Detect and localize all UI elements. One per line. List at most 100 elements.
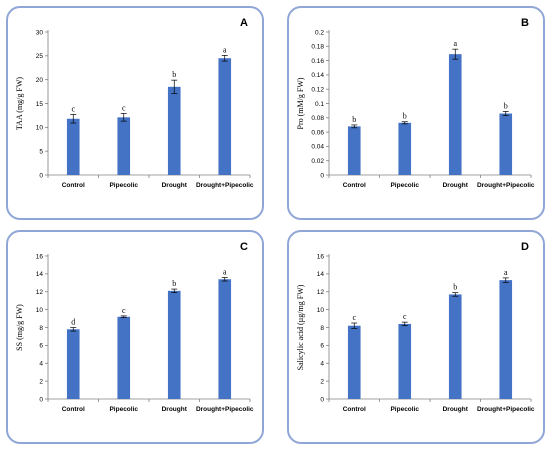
y-tick-label: 0.18 [311,44,324,51]
y-tick-label: 6 [39,343,43,350]
significance-letter: c [403,312,407,321]
y-tick-label: 20 [36,77,44,84]
panel-letter: D [521,241,529,253]
y-tick-label: 6 [320,343,324,350]
bar-1 [398,323,412,399]
x-tick-label: Control [343,182,366,189]
bar-1 [117,316,131,399]
y-tick-label: 15 [36,101,44,108]
y-tick-label: 0.1 [315,101,324,108]
bar-1 [398,122,412,175]
y-tick-label: 0.08 [311,115,324,122]
y-tick-label: 10 [317,307,325,314]
y-tick-label: 0 [320,396,324,403]
significance-letter: d [71,318,75,327]
significance-letter: b [504,101,508,110]
bar-0 [66,118,80,175]
y-axis-label: Salicylic acid (µg/mg FW) [296,284,305,370]
significance-letter: c [71,104,75,113]
chart-panel-a: A TAA (mg/g FW) 0 5 10 15 20 25 30 c Control c Pipec… [6,6,264,220]
y-tick-label: 0 [320,172,324,179]
significance-letter: b [172,279,176,288]
y-tick-label: 16 [317,253,325,260]
y-tick-label: 4 [39,361,43,368]
x-tick-label: Drought+Pipecolic [196,182,254,189]
y-tick-label: 0.16 [311,58,324,65]
significance-letter: a [453,39,457,48]
significance-letter: b [453,283,457,292]
bar-3 [218,279,232,399]
y-tick-label: 0.04 [311,144,324,151]
chart-svg: C SS (mg/g FW) 0 2 4 6 8 10 12 14 16 d Control c Pipec… [15,241,254,413]
y-tick-label: 0.02 [311,158,324,165]
x-tick-label: Drought [162,406,188,413]
y-tick-label: 10 [36,307,44,314]
y-tick-label: 30 [36,29,44,36]
bar-0 [66,329,80,399]
significance-letter: c [122,306,126,315]
significance-letter: c [352,313,356,322]
chart-svg: A TAA (mg/g FW) 0 5 10 15 20 25 30 c Control c Pipec… [15,17,254,189]
y-tick-label: 0.06 [311,129,324,136]
y-tick-label: 0 [39,172,43,179]
y-tick-label: 10 [36,125,44,132]
x-tick-label: Pipecolic [390,182,419,189]
y-tick-label: 0.14 [311,72,324,79]
panel-letter: C [240,241,248,253]
y-axis-label: TAA (mg/g FW) [15,77,24,130]
bar-2 [448,54,462,175]
x-tick-label: Pipecolic [109,182,138,189]
y-tick-label: 8 [320,325,324,332]
significance-letter: c [122,104,126,113]
bar-0 [347,126,361,175]
y-tick-label: 2 [39,378,43,385]
x-tick-label: Pipecolic [390,406,419,413]
chart-panel-b: B Pro (mM/g FW) 0 0.02 0.04 0.06 0.08 0.1 0.12 0.… [287,6,545,220]
significance-letter: b [172,70,176,79]
y-tick-label: 8 [39,325,43,332]
chart-panel-c: C SS (mg/g FW) 0 2 4 6 8 10 12 14 16 d Control c Pipec… [6,230,264,444]
chart-svg: B Pro (mM/g FW) 0 0.02 0.04 0.06 0.08 0.1 0.12 0.… [296,17,535,189]
y-tick-label: 12 [36,289,44,296]
bar-3 [218,58,232,175]
significance-letter: a [223,45,227,54]
y-tick-label: 12 [317,289,325,296]
bar-1 [117,117,131,175]
y-tick-label: 0.12 [311,87,324,94]
y-tick-label: 2 [320,378,324,385]
y-tick-label: 14 [36,271,44,278]
x-tick-label: Drought+Pipecolic [477,182,535,189]
significance-letter: b [403,112,407,121]
panel-letter: A [240,17,248,29]
x-tick-label: Drought+Pipecolic [196,406,254,413]
y-tick-label: 5 [39,148,43,155]
y-axis-label: Pro (mM/g FW) [296,77,305,129]
significance-letter: a [504,268,508,277]
x-tick-label: Control [62,182,85,189]
x-tick-label: Drought [443,182,469,189]
bar-3 [499,280,513,399]
x-tick-label: Drought [443,406,469,413]
bar-0 [347,325,361,399]
chart-panel-d: D Salicylic acid (µg/mg FW) 0 2 4 6 8 10 12 14 16 c… [287,230,545,444]
panel-letter: B [521,17,529,29]
x-tick-label: Pipecolic [109,406,138,413]
x-tick-label: Control [62,406,85,413]
x-tick-label: Drought+Pipecolic [477,406,535,413]
bar-3 [499,113,513,175]
bar-2 [448,294,462,399]
chart-svg: D Salicylic acid (µg/mg FW) 0 2 4 6 8 10 12 14 16 c… [296,241,535,413]
y-tick-label: 16 [36,253,44,260]
y-tick-label: 25 [36,53,44,60]
y-axis-label: SS (mg/g FW) [15,304,24,351]
bar-2 [167,86,181,175]
y-tick-label: 0.2 [315,29,324,36]
y-tick-label: 14 [317,271,325,278]
bar-2 [167,290,181,399]
y-tick-label: 4 [320,361,324,368]
x-tick-label: Control [343,406,366,413]
y-tick-label: 0 [39,396,43,403]
significance-letter: b [352,115,356,124]
significance-letter: a [223,267,227,276]
x-tick-label: Drought [162,182,188,189]
